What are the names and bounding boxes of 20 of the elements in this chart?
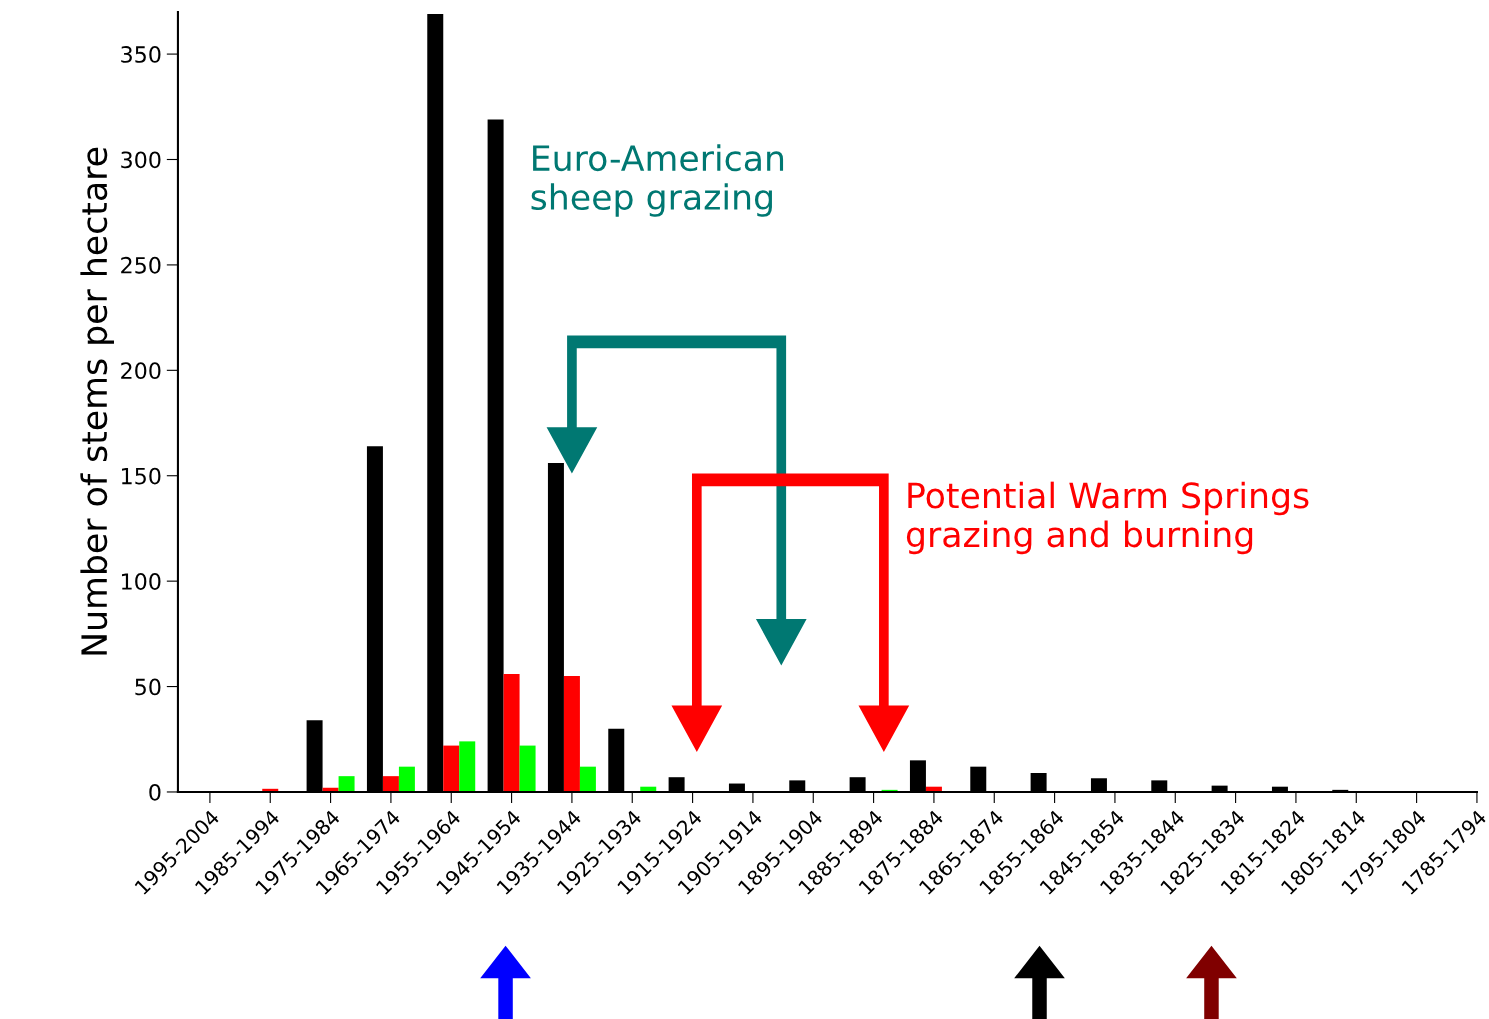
annotation: Euro-American sheep grazing <box>531 144 784 217</box>
annotation: Potential Warm Springs grazing and burning <box>906 481 1309 555</box>
bar <box>338 776 355 792</box>
bar <box>382 776 399 792</box>
y-axis-title: Number of stems per hectare <box>80 147 114 655</box>
bar <box>398 766 415 792</box>
bar <box>519 745 536 792</box>
y-tick-label: 50 <box>135 678 161 696</box>
y-tick-label: 200 <box>121 362 161 380</box>
y-tick-label: 150 <box>121 467 161 485</box>
y-tick-label: 300 <box>121 151 161 169</box>
bar <box>563 676 580 792</box>
bar <box>459 741 476 792</box>
y-tick-label: 350 <box>121 46 161 63</box>
y-tick-label: 0 <box>149 783 161 801</box>
bar <box>503 673 520 792</box>
bar <box>579 766 596 792</box>
y-tick-label: 250 <box>121 256 161 274</box>
bar <box>443 745 460 792</box>
y-tick-label: 100 <box>121 573 161 590</box>
